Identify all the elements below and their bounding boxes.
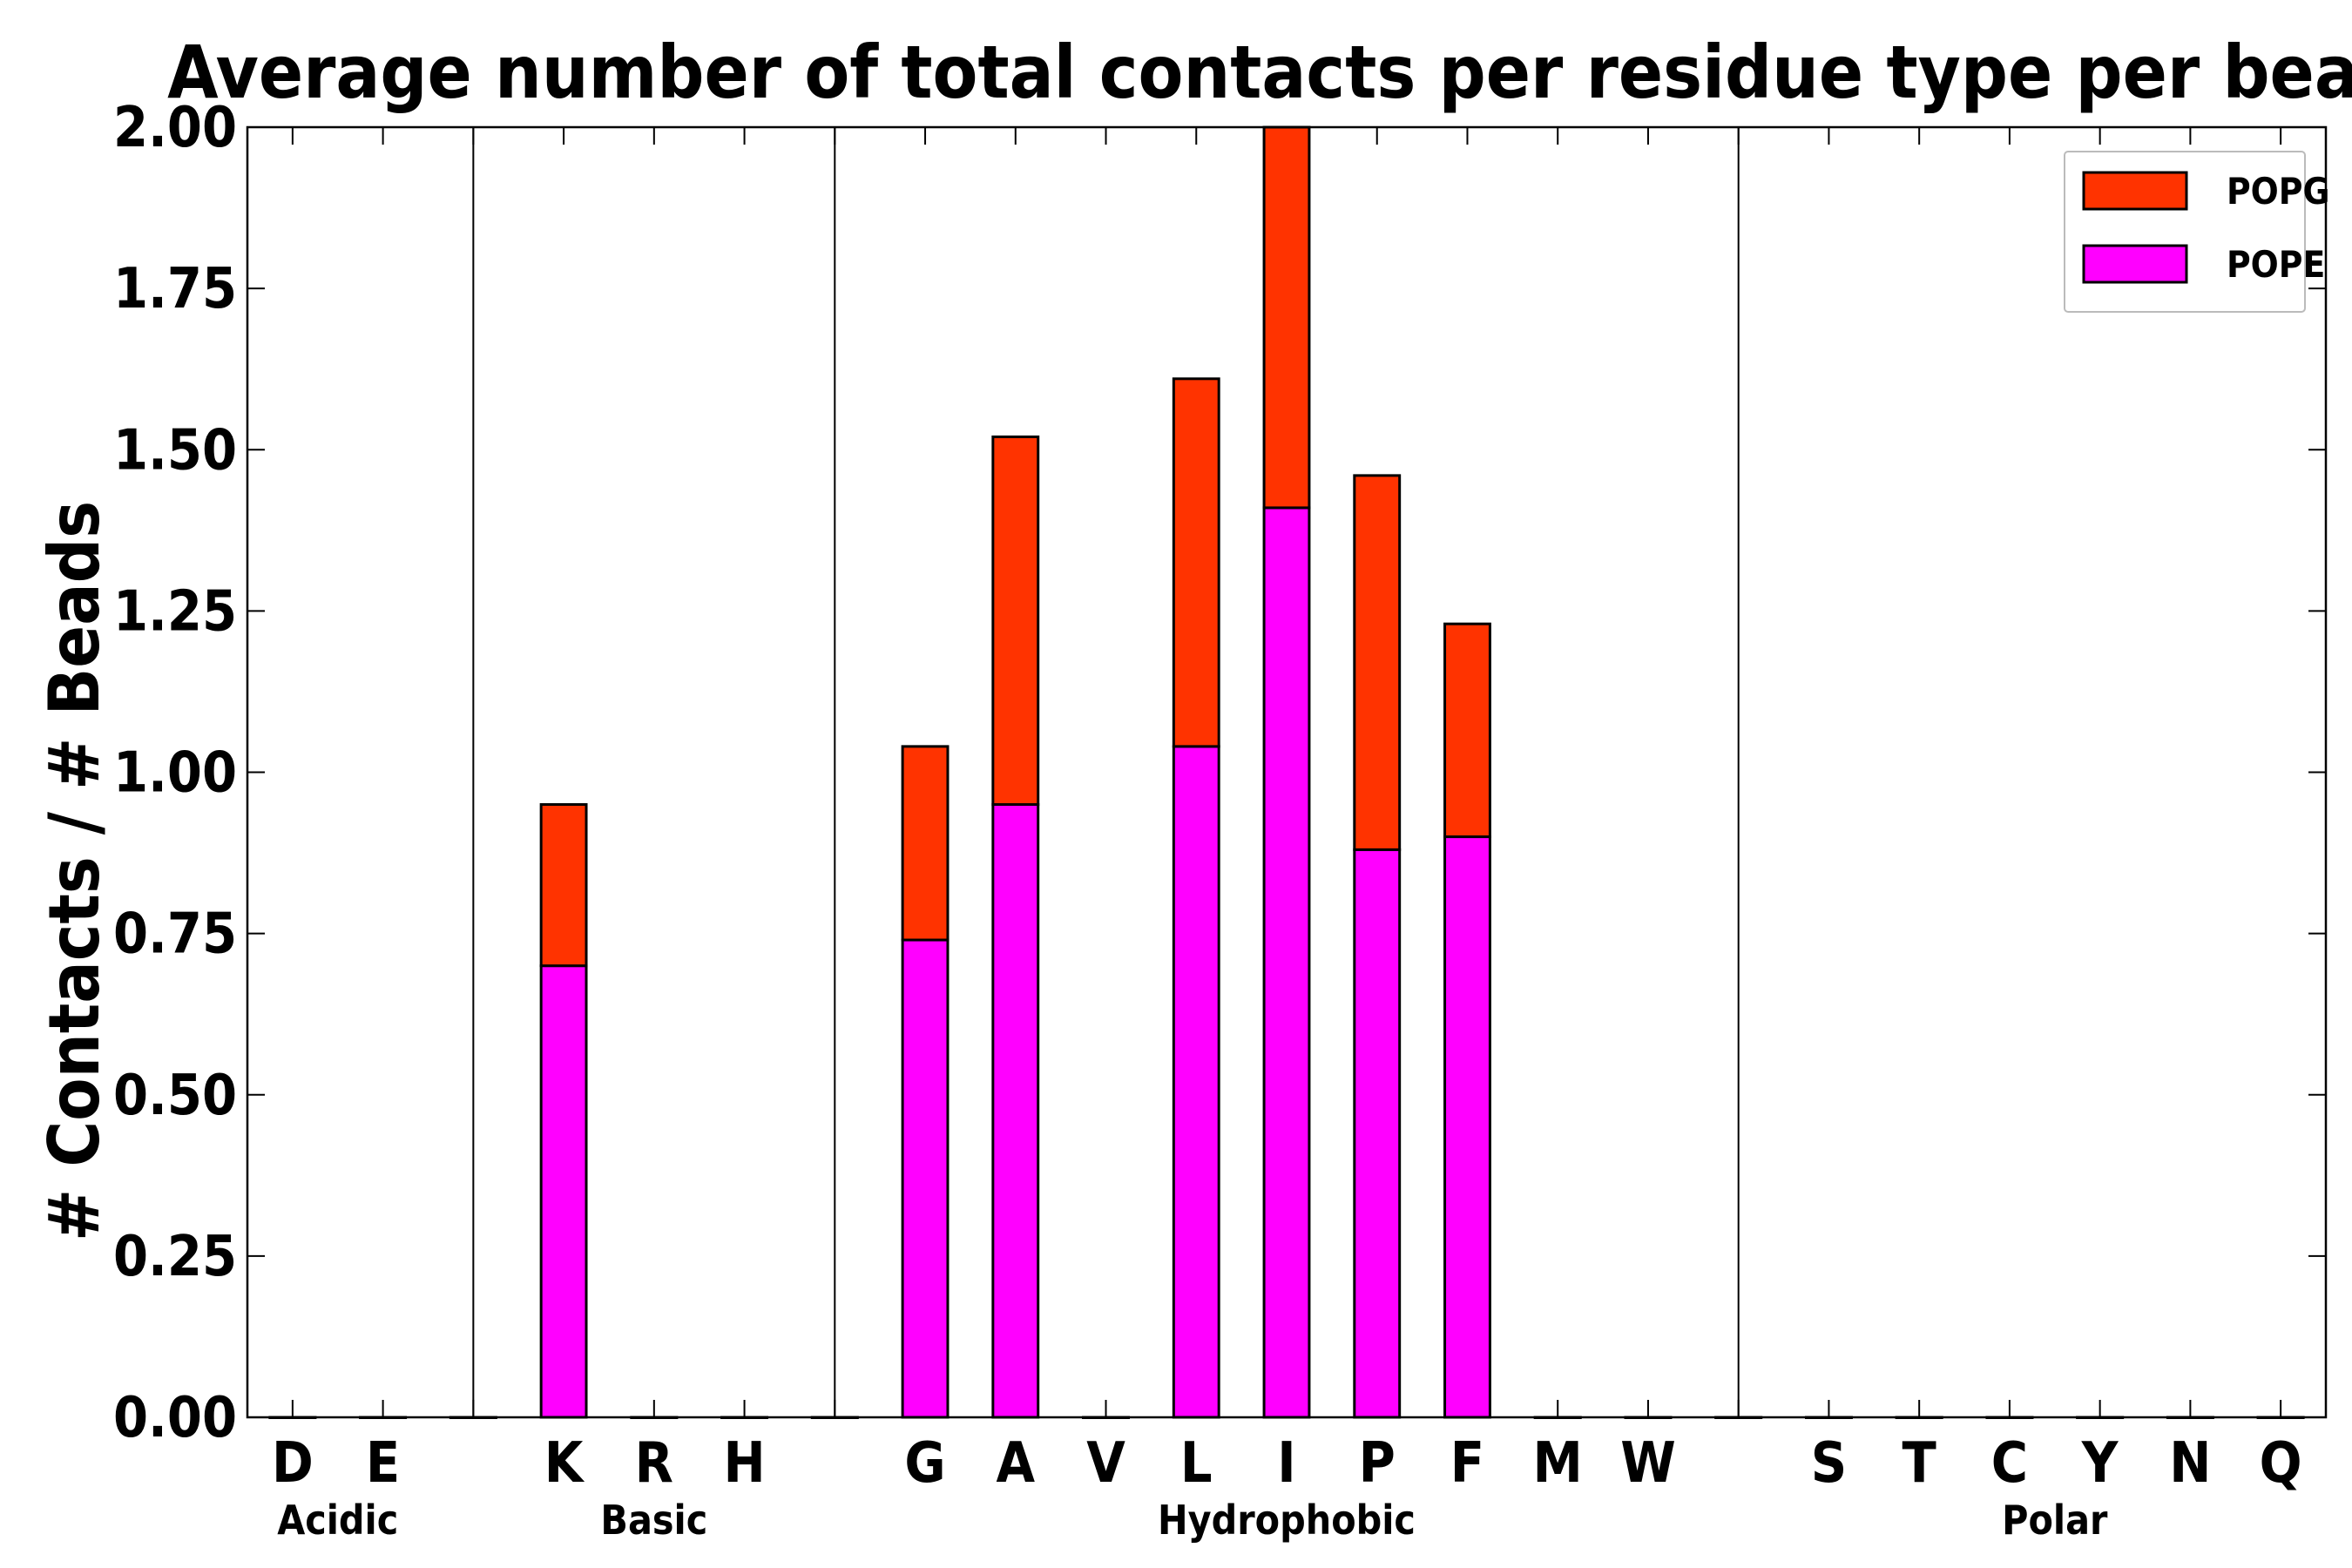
x-tick-label-q: Q	[2260, 1431, 2302, 1496]
x-tick-label-c: C	[1991, 1431, 2028, 1496]
bar-popg-f	[1443, 622, 1491, 839]
bar-popg-gap	[810, 1416, 859, 1419]
legend-swatch-pope	[2082, 244, 2188, 284]
x-tick-label-n: N	[2169, 1431, 2211, 1496]
y-tick-label: 1.50	[113, 418, 237, 483]
x-tick-label-l: L	[1180, 1431, 1213, 1496]
y-tick-label: 2.00	[113, 96, 237, 160]
x-tick-label-p: P	[1359, 1431, 1396, 1496]
x-tick-label-s: S	[1811, 1431, 1847, 1496]
bar-popg-y	[2076, 1416, 2125, 1419]
y-tick-label: 1.00	[113, 741, 237, 806]
bar-popg-t	[1895, 1416, 1943, 1419]
x-tick-label-m: M	[1533, 1431, 1583, 1496]
x-tick-label-w: W	[1620, 1431, 1676, 1496]
bar-popg-q	[2256, 1416, 2305, 1419]
group-label-hydrophobic: Hydrophobic	[1158, 1497, 1416, 1544]
bar-popg-a	[991, 435, 1040, 807]
bar-pope-i	[1262, 506, 1311, 1419]
y-tick-label: 1.75	[113, 257, 237, 321]
bar-popg-gap	[449, 1416, 497, 1419]
bar-popg-l	[1172, 377, 1220, 748]
bar-pope-g	[901, 938, 950, 1419]
bar-popg-gap	[1714, 1416, 1763, 1419]
bar-popg-w	[1624, 1416, 1673, 1419]
bar-popg-r	[630, 1416, 679, 1419]
bar-pope-k	[539, 964, 588, 1419]
legend-label-pope: POPE	[2227, 243, 2325, 286]
legend-label-popg: POPG	[2227, 170, 2330, 213]
y-tick-label: 0.75	[113, 902, 237, 967]
y-axis-label: # Contacts / # Beads	[34, 501, 115, 1241]
bar-popg-h	[720, 1416, 768, 1419]
y-tick-label: 0.25	[113, 1225, 237, 1289]
x-tick-label-a: A	[997, 1431, 1036, 1496]
plot-area: 0.00 0.25 0.50 0.75 1.00 1.25 1.50 1.75 2.00 D E K R…	[113, 96, 2330, 1544]
bar-popg-v	[1082, 1416, 1130, 1419]
bar-pope-p	[1353, 848, 1402, 1419]
bar-popg-g	[901, 745, 950, 942]
x-tick-label-d: D	[272, 1431, 314, 1496]
bar-popg-m	[1533, 1416, 1582, 1419]
bar-popg-e	[359, 1416, 408, 1419]
bar-popg-d	[268, 1416, 317, 1419]
x-tick-label-y: Y	[2081, 1431, 2119, 1496]
x-tick-label-i: I	[1277, 1431, 1295, 1496]
x-tick-label-g: G	[904, 1431, 945, 1496]
x-tick-label-t: T	[1903, 1431, 1936, 1496]
group-label-polar: Polar	[2002, 1497, 2108, 1544]
group-label-acidic: Acidic	[277, 1497, 398, 1544]
x-tick-label-k: K	[544, 1431, 585, 1496]
bar-popg-c	[1985, 1416, 2034, 1419]
bar-popg-s	[1805, 1416, 1853, 1419]
bar-popg-n	[2166, 1416, 2214, 1419]
group-label-basic: Basic	[600, 1497, 707, 1544]
x-tick-label-r: R	[635, 1431, 673, 1496]
y-tick-label: 0.00	[113, 1386, 237, 1450]
y-tick-label: 1.25	[113, 579, 237, 644]
bar-popg-k	[539, 803, 588, 968]
y-tick-label: 0.50	[113, 1064, 237, 1128]
x-tick-label-e: E	[366, 1431, 400, 1496]
x-tick-label-f: F	[1450, 1431, 1484, 1496]
bar-popg-i	[1262, 125, 1311, 510]
bar-popg-p	[1353, 474, 1402, 851]
x-tick-label-h: H	[723, 1431, 765, 1496]
x-tick-label-v: V	[1086, 1431, 1125, 1496]
chart-title: Average number of total contacts per res…	[167, 30, 2352, 115]
bar-pope-l	[1172, 745, 1220, 1419]
legend-swatch-popg	[2082, 171, 2188, 211]
bar-pope-a	[991, 803, 1040, 1419]
bar-pope-f	[1443, 835, 1491, 1419]
